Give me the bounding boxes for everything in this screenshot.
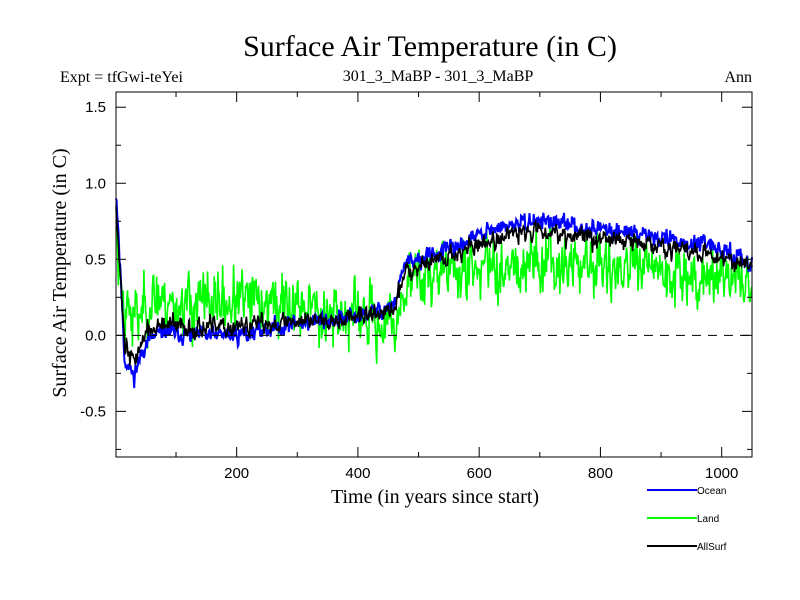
series-line-allsurf: [115, 205, 753, 366]
y-tick-label-1.5: 1.5: [85, 99, 106, 116]
chart-title: Surface Air Temperature (in C): [243, 30, 617, 63]
y-tick-label-0.5: 0.5: [85, 251, 106, 268]
plot-area: 200 400 600 800 1000 -0.5 0.0 0.5 1.0 1.5: [80, 91, 753, 482]
legend-label-allsurf: AllSurf: [697, 542, 727, 553]
legend-label-ocean: Ocean: [697, 486, 726, 497]
x-axis-label: Time (in years since start): [331, 486, 539, 508]
y-axis-label: Surface Air Temperature (in C): [49, 148, 71, 397]
plot-frame: [115, 91, 753, 458]
series-line-land: [115, 209, 753, 364]
legend-label-land: Land: [697, 514, 719, 525]
x-tick-label-600: 600: [467, 465, 492, 482]
y-tick-label-0: 0.0: [85, 327, 106, 344]
y-tick-label-1: 1.0: [85, 175, 106, 192]
x-tick-label-800: 800: [588, 465, 613, 482]
period-label: Ann: [724, 69, 752, 86]
legend: Ocean Land AllSurf: [647, 486, 727, 553]
y-tick-label--0.5: -0.5: [80, 403, 106, 420]
experiment-label: Expt = tfGwi-teYei: [60, 69, 184, 86]
x-tick-label-200: 200: [224, 465, 249, 482]
comparison-label: 301_3_MaBP - 301_3_MaBP: [343, 68, 534, 85]
x-tick-label-400: 400: [345, 465, 370, 482]
series-line-ocean: [115, 198, 753, 389]
x-tick-label-1000: 1000: [705, 465, 738, 482]
